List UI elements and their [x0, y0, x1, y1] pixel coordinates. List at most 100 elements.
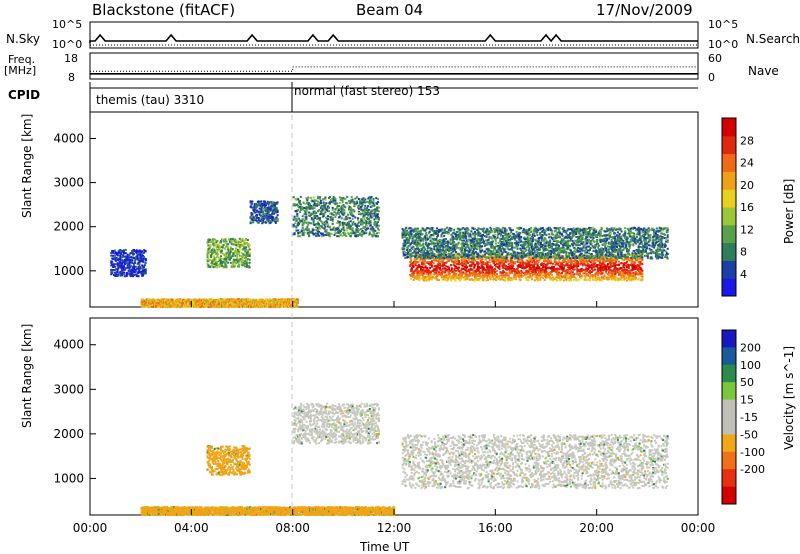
power-cell — [139, 271, 142, 274]
power-cell — [421, 233, 424, 235]
power-cell — [377, 231, 380, 234]
power-colorbar-tick: 8 — [740, 246, 747, 259]
power-cell — [495, 260, 497, 263]
freq-label-1: Freq. — [8, 53, 36, 66]
power-cell — [426, 234, 428, 237]
power-cell — [135, 273, 138, 276]
power-cell — [319, 218, 321, 221]
power-cell — [610, 265, 613, 268]
power-cell — [377, 221, 379, 224]
power-cell — [570, 262, 573, 264]
power-cell — [328, 210, 330, 213]
power-cell — [623, 263, 626, 266]
power-cell — [231, 243, 234, 246]
power-cell — [296, 203, 299, 206]
power-cell — [409, 265, 412, 268]
power-cell — [229, 241, 232, 244]
power-cell — [304, 221, 307, 224]
power-cell — [237, 260, 240, 263]
power-cell — [341, 207, 344, 210]
power-cell — [600, 276, 603, 279]
power-cell — [585, 279, 588, 281]
power-cell — [577, 263, 580, 265]
power-cell — [237, 242, 239, 245]
power-cell — [453, 271, 456, 273]
power-cell — [427, 252, 430, 255]
power-cell — [242, 259, 245, 262]
power-cell — [554, 268, 557, 271]
power-cell — [485, 279, 488, 282]
power-cell — [367, 227, 369, 230]
velocity-colorbar-tick: -100 — [740, 446, 765, 459]
power-cell — [113, 258, 116, 261]
power-cell — [511, 271, 514, 274]
power-cell — [117, 265, 120, 268]
power-cell — [336, 202, 339, 205]
power-cell — [310, 217, 313, 220]
power-cell — [348, 207, 350, 210]
power-cell — [345, 215, 348, 218]
power-cell — [246, 251, 249, 254]
power-cell — [143, 266, 145, 268]
power-cell — [365, 231, 368, 234]
power-cell — [593, 259, 596, 262]
power-cell — [368, 232, 371, 235]
power-cell — [207, 264, 210, 267]
power-cell — [207, 244, 210, 247]
power-cell — [366, 209, 369, 212]
power-cell — [219, 245, 222, 248]
power-cell — [542, 277, 544, 280]
power-cell — [309, 205, 312, 207]
power-cell — [558, 260, 561, 263]
power-cell — [314, 217, 317, 219]
power-cell — [498, 260, 501, 263]
power-cell — [522, 264, 525, 267]
power-cell — [335, 213, 338, 216]
power-cell — [210, 254, 213, 257]
power-cell — [434, 230, 437, 232]
power-cell — [514, 270, 516, 273]
power-cell — [136, 262, 139, 265]
power-cell — [265, 219, 268, 222]
power-cell — [438, 271, 441, 274]
power-cell — [551, 274, 553, 276]
power-cell — [526, 265, 529, 268]
power-cell — [328, 235, 331, 238]
power-cell — [337, 220, 340, 223]
power-cell — [311, 227, 314, 230]
power-cell — [482, 279, 485, 282]
power-cell — [417, 227, 419, 230]
power-cell — [334, 232, 337, 235]
power-cell — [313, 224, 316, 226]
power-cell — [348, 222, 350, 225]
power-cell — [113, 257, 115, 260]
power-cell — [297, 229, 300, 232]
power-cell — [116, 254, 119, 257]
power-cell — [121, 274, 124, 277]
power-cell — [419, 244, 422, 247]
power-cell — [328, 232, 330, 234]
power-cell — [243, 254, 246, 257]
power-cell — [123, 271, 125, 274]
power-cell — [448, 266, 450, 269]
power-cell — [214, 239, 217, 242]
power-cell — [357, 198, 360, 200]
power-cell — [462, 276, 465, 279]
power-cell — [641, 269, 644, 272]
power-cell — [449, 240, 452, 243]
power-cell — [318, 234, 321, 237]
power-cell — [427, 242, 430, 245]
power-cell — [334, 203, 337, 206]
power-cell — [299, 220, 301, 223]
power-cell — [534, 262, 537, 265]
power-cell — [525, 273, 528, 276]
power-cell — [531, 275, 534, 278]
power-cell — [377, 228, 380, 231]
power-cell — [139, 266, 142, 269]
power-cell — [292, 196, 295, 199]
power-cell — [556, 270, 559, 273]
power-cell — [140, 272, 143, 275]
power-cell — [495, 265, 497, 268]
power-cell — [245, 246, 248, 249]
power-cell — [363, 215, 366, 218]
